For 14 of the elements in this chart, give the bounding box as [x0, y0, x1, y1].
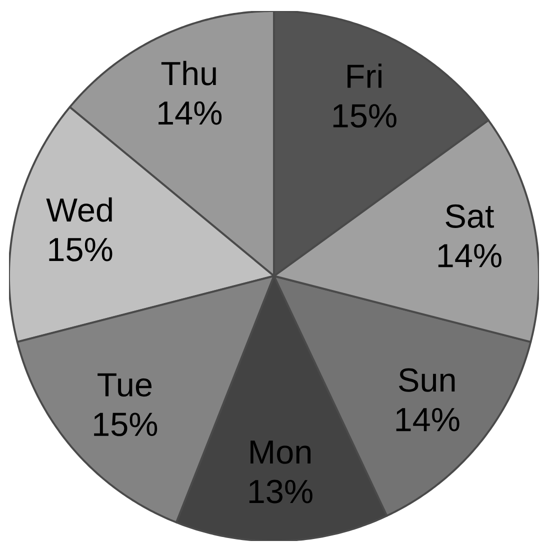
- data-label: 15%: [333, 104, 396, 128]
- slice-label: Tue: [98, 373, 152, 397]
- data-label: 15%: [94, 412, 158, 436]
- slice-label: Sat: [446, 204, 494, 228]
- data-label: 15%: [49, 238, 112, 262]
- data-label: 13%: [249, 480, 312, 504]
- slice-label: Thu: [161, 60, 216, 86]
- slice-label: Sun: [399, 368, 455, 392]
- data-label: 14%: [158, 101, 222, 125]
- slice-label: Mon: [250, 440, 311, 464]
- slice-label: Wed: [46, 197, 112, 222]
- data-label: 14%: [396, 408, 460, 432]
- slice-label: Fri: [348, 64, 382, 88]
- data-label: 14%: [438, 244, 502, 268]
